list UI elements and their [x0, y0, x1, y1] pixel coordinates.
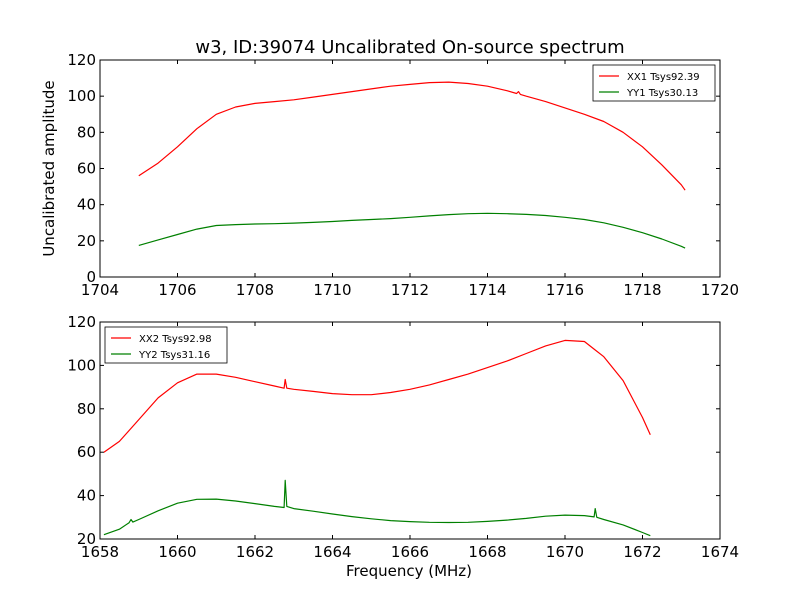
figure-title: w3, ID:39074 Uncalibrated On-source spec… [195, 37, 624, 58]
x-tick-label: 1706 [158, 281, 196, 299]
y-tick-label: 100 [67, 87, 96, 105]
x-tick-label: 1718 [623, 281, 661, 299]
x-tick-label: 1666 [391, 543, 429, 561]
legend: XX1 Tsys92.39 YY1 Tsys30.13 [592, 64, 716, 102]
legend-label: XX1 Tsys92.39 [627, 72, 700, 83]
x-tick-label: 1664 [313, 543, 351, 561]
legend-box [104, 326, 228, 364]
x-tick-label: 1704 [81, 281, 119, 299]
y-tick-label: 80 [77, 400, 96, 418]
y-tick-label: 80 [77, 123, 96, 141]
x-tick-label: 1714 [468, 281, 506, 299]
x-tick-label: 1672 [623, 543, 661, 561]
x-tick-label: 1668 [468, 543, 506, 561]
y-tick-label: 120 [67, 313, 96, 331]
x-tick-label: 1660 [158, 543, 196, 561]
y-tick-label: 0 [86, 268, 96, 286]
x-tick-label: 1662 [236, 543, 274, 561]
x-tick-label: 1674 [701, 543, 739, 561]
bottom-panel: 1658 1660 1662 1664 1666 1668 1670 1672 1674 20 40… [67, 313, 739, 580]
y-tick-label: 120 [67, 51, 96, 69]
series-line-yy1 [138, 212, 686, 249]
y-tick-label: 20 [77, 530, 96, 548]
y-tick-label: 100 [67, 356, 96, 374]
y-tick-label: 60 [77, 160, 96, 178]
x-tick-label: 1658 [81, 543, 119, 561]
series-line-xx2 [103, 339, 651, 453]
y-tick-label: 40 [77, 487, 96, 505]
legend-box [592, 64, 716, 102]
x-tick-label: 1708 [236, 281, 274, 299]
top-panel: 1704 1706 1708 1710 1712 1714 1716 1718 1720 0 20 4… [40, 51, 739, 299]
series-line-xx1 [138, 81, 686, 191]
y-axis-title: Uncalibrated amplitude [40, 80, 58, 256]
x-tick-label: 1710 [313, 281, 351, 299]
y-tick-label: 40 [77, 196, 96, 214]
series-line-yy2 [103, 479, 651, 537]
x-tick-label: 1720 [701, 281, 739, 299]
legend-label: YY1 Tsys30.13 [626, 88, 698, 99]
legend: XX2 Tsys92.98 YY2 Tsys31.16 [104, 326, 228, 364]
legend-label: YY2 Tsys31.16 [138, 350, 210, 361]
legend-label: XX2 Tsys92.98 [139, 334, 212, 345]
x-tick-label: 1670 [546, 543, 584, 561]
y-tick-label: 60 [77, 443, 96, 461]
x-tick-label: 1712 [391, 281, 429, 299]
y-tick-label: 20 [77, 232, 96, 250]
x-axis-title: Frequency (MHz) [346, 562, 472, 580]
x-tick-label: 1716 [546, 281, 584, 299]
